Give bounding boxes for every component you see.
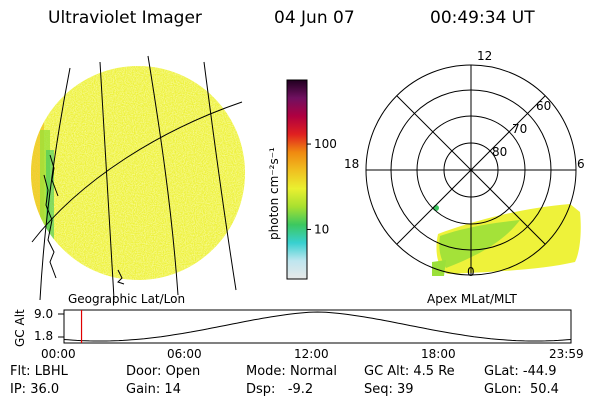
altitude-ylabel: GC Alt: [13, 309, 27, 347]
ip-value: 36.0: [30, 382, 60, 397]
limb-green: [40, 130, 50, 270]
geographic-caption: Geographic Lat/Lon: [68, 292, 185, 306]
glat-status: GLat: -44.9: [484, 364, 557, 379]
image-date: 04 Jun 07: [274, 8, 355, 28]
door-status: Door: Open: [126, 364, 201, 379]
mlt-label-18: 18: [344, 157, 359, 171]
filter-value: LBHL: [34, 364, 68, 379]
altitude-panel: GC Alt 9.0 1.8 00:00 06:00 12:00 18:00 2…: [13, 307, 584, 361]
meridian-line: [203, 61, 237, 291]
aurora-spot: [433, 205, 439, 211]
aurora-green: [439, 220, 520, 268]
time-tick-1800: 18:00: [421, 347, 456, 361]
colorbar-rect: [286, 79, 308, 280]
polar-plot: 12 18 6 0 60 70 80: [344, 49, 585, 279]
polar-caption: Apex MLat/MLT: [427, 292, 517, 306]
mlt-label-6: 6: [577, 157, 585, 171]
altitude-tick-low: 1.8: [34, 329, 53, 343]
altitude-curve: [63, 311, 572, 342]
gain-value: 14: [164, 382, 181, 397]
mlat-label-70: 70: [512, 122, 527, 136]
seq-status: Seq: 39: [364, 382, 414, 397]
meridian-line: [99, 61, 115, 301]
mlat-label-80: 80: [492, 145, 507, 159]
colorbar-label: photon cm⁻²s⁻¹: [267, 147, 281, 240]
altitude-frame: [63, 309, 572, 344]
ip-status: IP: 36.0: [10, 382, 60, 397]
gcalt-value: 4.5 Re: [413, 364, 455, 379]
image-time: 00:49:34 UT: [430, 8, 535, 28]
coastline: [43, 174, 57, 279]
dsp-value: -9.2: [287, 382, 314, 397]
time-tick-0600: 06:00: [167, 347, 202, 361]
mlt-label-0: 0: [467, 265, 475, 279]
glon-status: GLon: 50.4: [484, 382, 559, 397]
glon-value: 50.4: [529, 382, 559, 397]
colorbar-tick-label-100: 100: [314, 137, 337, 151]
coastline: [117, 269, 125, 285]
dsp-status: Dsp: -9.2: [246, 382, 314, 397]
meridian-line: [39, 67, 71, 301]
meridian-line: [147, 55, 179, 296]
filter-status: Flt: LBHL: [10, 364, 68, 379]
gcalt-status: GC Alt: 4.5 Re: [364, 364, 455, 379]
aurora-swath: [436, 204, 581, 274]
time-tick-2359: 23:59: [549, 347, 584, 361]
instrument-title: Ultraviolet Imager: [48, 8, 202, 28]
coastline: [49, 154, 59, 197]
gain-status: Gain: 14: [126, 382, 181, 397]
polar-diagonal: [396, 95, 546, 245]
aurora-patch: [432, 260, 446, 276]
door-value: Open: [165, 364, 201, 379]
mode-value: Normal: [289, 364, 337, 379]
geographic-image: [31, 55, 245, 301]
mlat-label-60: 60: [536, 99, 551, 113]
disk-speckle: [31, 66, 245, 280]
time-tick-1200: 12:00: [294, 347, 329, 361]
colorbar-tick-label-10: 10: [314, 222, 329, 236]
mlt-label-12: 12: [477, 49, 492, 63]
time-tick-0000: 00:00: [41, 347, 76, 361]
seq-value: 39: [397, 382, 414, 397]
glat-value: -44.9: [522, 364, 557, 379]
mode-status: Mode: Normal: [246, 364, 337, 379]
altitude-tick-high: 9.0: [34, 307, 53, 321]
colorbar: 100 10 photon cm⁻²s⁻¹: [267, 79, 337, 280]
